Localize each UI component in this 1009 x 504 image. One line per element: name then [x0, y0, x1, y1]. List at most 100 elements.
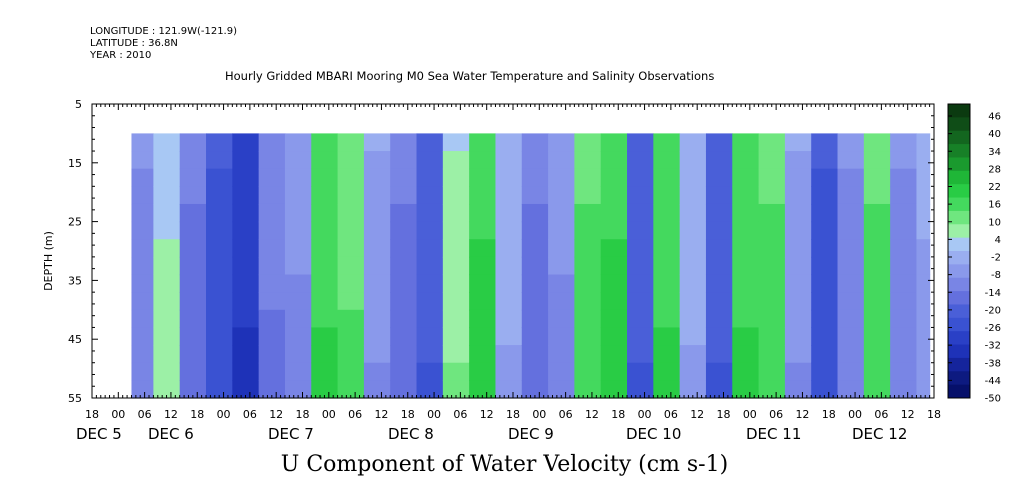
heatmap-cell: [284, 239, 312, 258]
heatmap-cell: [837, 203, 865, 223]
heatmap-cell: [863, 186, 891, 205]
heatmap-cell: [495, 221, 523, 240]
heatmap-cell: [863, 221, 891, 240]
heatmap-cell: [758, 345, 786, 364]
heatmap-cell: [784, 380, 812, 399]
heatmap-cell: [153, 256, 181, 276]
heatmap-cell: [442, 239, 470, 258]
colorbar-swatch: [948, 357, 970, 372]
heatmap-cell: [548, 309, 575, 329]
heatmap-cell: [206, 239, 233, 258]
heatmap-cell: [863, 274, 891, 293]
heatmap-cell: [521, 292, 549, 311]
heatmap-cell: [469, 186, 497, 205]
heatmap-cell: [890, 274, 918, 293]
heatmap-cell: [284, 186, 312, 205]
y-tick-label: 25: [68, 216, 82, 229]
heatmap-cell: [131, 151, 154, 170]
colorbar-label: 40: [988, 129, 1001, 140]
heatmap-cell: [837, 186, 865, 205]
heatmap-cell: [284, 362, 312, 381]
heatmap-cell: [232, 256, 260, 276]
colorbar-swatch: [948, 291, 970, 305]
heatmap-cell: [284, 221, 312, 240]
heatmap-cell: [890, 168, 918, 187]
heatmap-cell: [284, 203, 312, 223]
x-tick-label: 18: [85, 408, 99, 421]
heatmap-cell: [732, 221, 760, 240]
x-tick-label: 06: [453, 408, 467, 421]
x-axis-hour-labels: 18 00 06 12 18 00 06 12 18 00 06 12 18 00 06 12 18 00 06 12…: [85, 408, 941, 421]
heatmap-cell: [627, 239, 654, 258]
heatmap-cell: [495, 292, 523, 311]
heatmap-cell: [495, 186, 523, 205]
x-tick-label: 12: [269, 408, 283, 421]
x-axis-label: U Component of Water Velocity (cm s-1): [280, 452, 729, 477]
colorbar-label: 22: [988, 182, 1001, 193]
heatmap-cell: [600, 380, 628, 399]
heatmap-cell: [131, 168, 154, 187]
heatmap-cell: [469, 221, 497, 240]
heatmap-cell: [337, 221, 365, 240]
heatmap-cell: [548, 380, 575, 399]
heatmap-cell: [442, 327, 470, 346]
heatmap-cell: [548, 239, 575, 258]
heatmap-cell: [811, 186, 839, 205]
heatmap-cell: [258, 239, 286, 258]
heatmap-cell: [284, 151, 312, 170]
colorbar-label: -2: [991, 253, 1001, 264]
heatmap-cell: [337, 274, 365, 293]
x-tick-label: 06: [769, 408, 783, 421]
heatmap-cell: [206, 309, 233, 329]
heatmap-cell: [627, 362, 654, 381]
heatmap-cell: [837, 274, 865, 293]
heatmap-cell: [627, 186, 654, 205]
heatmap-cell: [153, 274, 181, 293]
heatmap-cell: [495, 274, 523, 293]
heatmap-cell: [574, 362, 602, 381]
heatmap-cell: [363, 203, 391, 223]
heatmap-cell: [863, 203, 891, 223]
heatmap-cell: [705, 292, 733, 311]
heatmap-cell: [179, 327, 207, 346]
heatmap-cell: [732, 292, 760, 311]
heatmap-cell: [863, 380, 891, 399]
colorbar-label: -8: [991, 270, 1001, 281]
heatmap-cell: [758, 292, 786, 311]
heatmap-cell: [206, 133, 233, 152]
heatmap-cell: [653, 256, 681, 276]
heatmap-cell: [811, 292, 839, 311]
heatmap-cell: [705, 133, 733, 152]
heatmap-cell: [732, 345, 760, 364]
heatmap-cell: [232, 309, 260, 329]
heatmap-cell: [653, 168, 681, 187]
heatmap-cell: [337, 380, 365, 399]
heatmap-cell: [548, 168, 575, 187]
heatmap-cell: [442, 362, 470, 381]
heatmap-cell: [337, 203, 365, 223]
heatmap-cell: [521, 203, 549, 223]
heatmap-cell: [131, 186, 154, 205]
heatmap-cell: [337, 309, 365, 329]
heatmap-cell: [521, 274, 549, 293]
heatmap-cell: [521, 345, 549, 364]
heatmap-cell: [363, 274, 391, 293]
heatmap-cell: [837, 256, 865, 276]
y-axis-label: DEPTH (m): [42, 231, 55, 291]
heatmap-cell: [705, 380, 733, 399]
heatmap-cell: [732, 362, 760, 381]
heatmap-cell: [416, 362, 444, 381]
heatmap-cell: [258, 186, 286, 205]
heatmap-cell: [131, 239, 154, 258]
heatmap-cell: [600, 133, 628, 152]
heatmap-cell: [521, 239, 549, 258]
heatmap-cell: [179, 203, 207, 223]
heatmap-cell: [890, 239, 918, 258]
heatmap-cell: [337, 292, 365, 311]
colorbar-label: 28: [988, 164, 1001, 175]
heatmap-cell: [179, 274, 207, 293]
heatmap-cell: [574, 203, 602, 223]
heatmap-cell: [574, 151, 602, 170]
heatmap-cell: [916, 309, 931, 329]
heatmap-cell: [627, 327, 654, 346]
